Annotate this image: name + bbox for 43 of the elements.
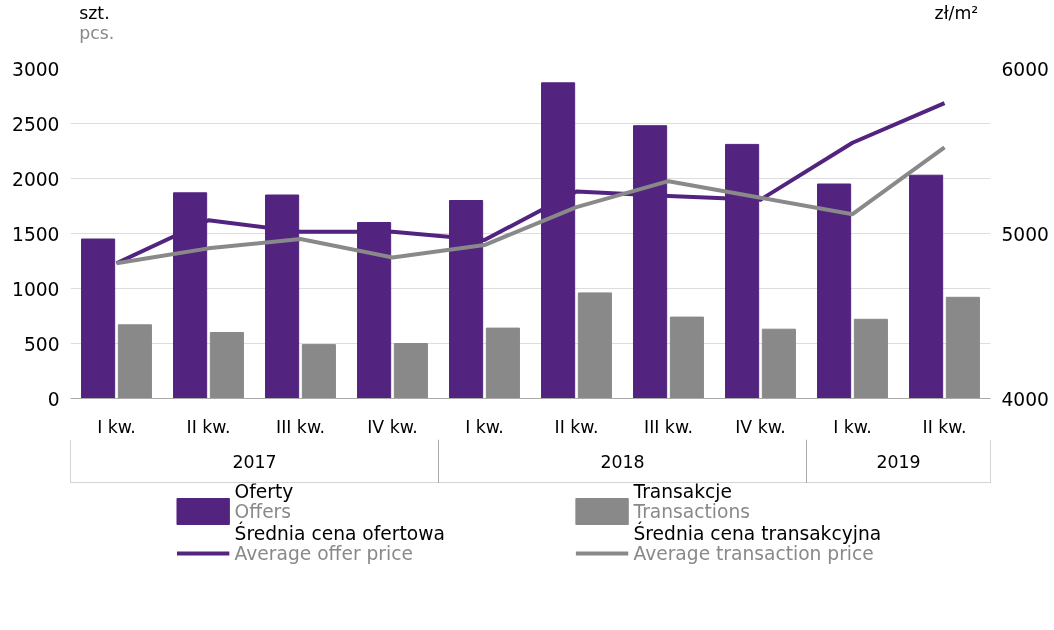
bar: [853, 318, 888, 399]
x-tick-label: II kw.: [554, 416, 599, 437]
y-tick-label: 1500: [12, 223, 60, 245]
bar: [117, 324, 152, 399]
bar: [945, 296, 980, 399]
bar: [301, 344, 336, 399]
bar: [81, 238, 116, 399]
y-tick-label: 2500: [12, 113, 60, 135]
legend-label: Średnia cena ofertowa Average offer price: [234, 520, 445, 564]
x-tick-label: I kw.: [465, 416, 504, 437]
y2-tick-label: 6000: [1001, 58, 1049, 80]
bar: [393, 343, 428, 399]
x-tick-label: II kw.: [186, 416, 231, 437]
x-tick-label: IV kw.: [735, 416, 786, 437]
x-tick-label: IV kw.: [367, 416, 418, 437]
text: 2018: [600, 452, 645, 472]
bar: [669, 316, 704, 399]
y-tick-label: 1000: [12, 278, 60, 300]
legend-label: Średnia cena transakcyjna Average transaction price: [633, 520, 882, 564]
y-axis-title: szt. pcs.: [79, 2, 115, 43]
y-tick-label: 2000: [12, 168, 60, 190]
y2-tick-label: 5000: [1001, 223, 1049, 245]
y-tick-label: 3000: [12, 58, 60, 80]
bar: [909, 174, 944, 399]
x-tick-label: II kw.: [922, 416, 967, 437]
bar: [485, 327, 520, 399]
bar: [577, 292, 612, 399]
text: 2017: [232, 452, 277, 472]
text: 2019: [876, 452, 921, 472]
y-tick-label: 0: [47, 388, 60, 410]
x-tick-label: I kw.: [97, 416, 136, 437]
bar: [761, 328, 796, 399]
y2-axis-title: zł/m²: [934, 2, 979, 23]
x-tick-label: III kw.: [644, 416, 693, 437]
legend-label: Oferty Offers: [234, 480, 294, 522]
bar: [209, 332, 244, 399]
y-tick-label: 500: [23, 333, 60, 355]
bar: [817, 183, 852, 399]
line-series: [114, 145, 947, 266]
legend-label: Transakcje Transactions: [632, 480, 750, 522]
x-tick-label: I kw.: [833, 416, 872, 437]
x-tick-label: III kw.: [276, 416, 325, 437]
y2-tick-label: 4000: [1001, 388, 1049, 410]
